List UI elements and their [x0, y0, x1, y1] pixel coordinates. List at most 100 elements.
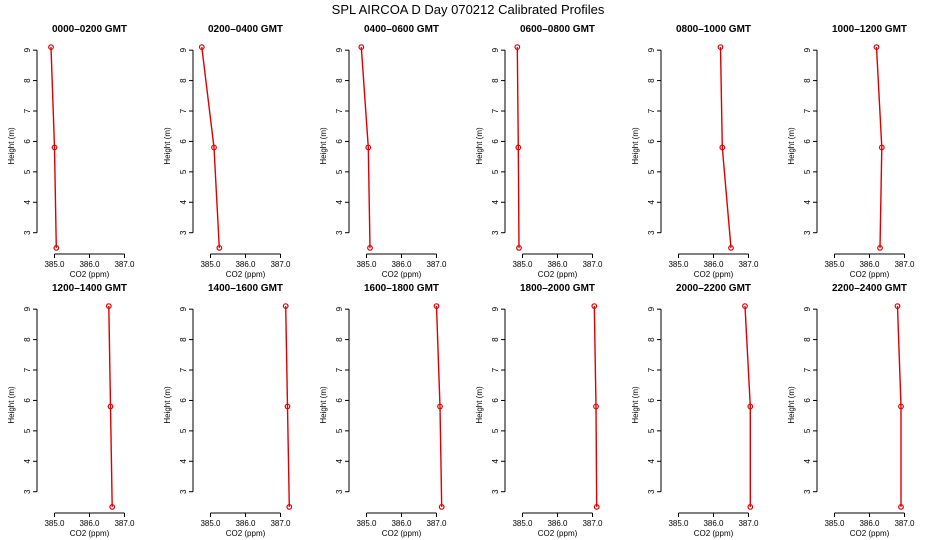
- profile-point: [593, 403, 599, 410]
- figure-title: SPL AIRCOA D Day 070212 Calibrated Profi…: [332, 2, 605, 17]
- y-tick-label: 4: [647, 200, 656, 205]
- panel-title: 1800–2000 GMT: [520, 283, 595, 294]
- x-tick-label: 387.0: [894, 519, 915, 528]
- profile-line: [285, 306, 290, 507]
- y-tick-label: 4: [335, 200, 344, 205]
- y-tick-label: 7: [803, 108, 812, 113]
- profile-panel: 2200–2400 GMT 385.0 386.0 387.0 CO2 (ppm) 3 4 5…: [787, 283, 915, 538]
- y-tick-label: 4: [491, 200, 500, 205]
- y-tick-label: 3: [335, 489, 344, 494]
- profile-point: [358, 44, 365, 50]
- y-tick-label: 5: [23, 169, 32, 174]
- profile-point: [877, 244, 883, 251]
- y-tick-label: 3: [23, 489, 32, 494]
- y-tick-label: 3: [647, 230, 656, 235]
- x-tick-label: 387.0: [114, 519, 135, 528]
- x-tick-label: 386.0: [859, 260, 880, 269]
- profile-point: [514, 44, 521, 50]
- y-tick-label: 8: [491, 337, 500, 342]
- profile-point: [591, 303, 598, 310]
- x-axis-label: CO2 (ppm): [538, 270, 578, 279]
- y-tick-label: 4: [803, 459, 812, 464]
- x-tick-label: 387.0: [582, 519, 603, 528]
- y-tick-label: 7: [335, 367, 344, 372]
- profile-point: [438, 504, 445, 510]
- y-tick-label: 8: [179, 78, 188, 83]
- y-tick-label: 5: [803, 428, 812, 433]
- profile-point: [873, 44, 880, 50]
- profile-point: [516, 244, 522, 251]
- x-tick-label: 386.0: [859, 519, 880, 528]
- x-tick-label: 385.0: [356, 260, 377, 269]
- panel-title: 1200–1400 GMT: [52, 283, 127, 294]
- profile-line: [50, 47, 57, 248]
- x-tick-label: 387.0: [270, 260, 291, 269]
- x-tick-label: 387.0: [270, 519, 291, 528]
- x-tick-label: 386.0: [79, 519, 100, 528]
- y-tick-label: 9: [647, 306, 656, 311]
- profile-point: [747, 504, 754, 510]
- panel-grid: 0000–0200 GMT 385.0 386.0 387.0 CO2 (ppm) 3 4 5…: [7, 24, 915, 538]
- y-tick-label: 3: [803, 489, 812, 494]
- profile-panel: 1400–1600 GMT 385.0 386.0 387.0 CO2 (ppm) 3 4 5…: [163, 283, 293, 538]
- profile-point: [211, 144, 217, 151]
- x-tick-label: 386.0: [235, 260, 256, 269]
- profile-panel: 0000–0200 GMT 385.0 386.0 387.0 CO2 (ppm) 3 4 5…: [7, 24, 135, 279]
- panel-title: 0600–0800 GMT: [520, 24, 595, 35]
- y-tick-label: 7: [179, 367, 188, 372]
- y-tick-label: 4: [491, 459, 500, 464]
- y-tick-label: 9: [179, 47, 188, 52]
- y-tick-label: 8: [647, 337, 656, 342]
- y-tick-label: 6: [647, 398, 656, 403]
- x-axis-label: CO2 (ppm): [850, 529, 890, 538]
- y-tick-label: 9: [491, 47, 500, 52]
- x-tick-label: 386.0: [703, 260, 724, 269]
- profile-line: [719, 47, 732, 248]
- y-tick-label: 6: [335, 398, 344, 403]
- profile-point: [728, 244, 734, 251]
- profile-panel: 0400–0600 GMT 385.0 386.0 387.0 CO2 (ppm) 3 4 5…: [319, 24, 447, 279]
- y-tick-label: 8: [803, 337, 812, 342]
- y-tick-label: 4: [179, 459, 188, 464]
- y-axis-label: Height (m): [475, 386, 484, 424]
- profile-panel: 1800–2000 GMT 385.0 386.0 387.0 CO2 (ppm) 3 4 5…: [475, 283, 603, 538]
- y-tick-label: 8: [23, 78, 32, 83]
- x-tick-label: 387.0: [426, 519, 447, 528]
- profile-point: [437, 403, 443, 410]
- x-tick-label: 385.0: [44, 260, 65, 269]
- y-tick-label: 3: [491, 489, 500, 494]
- y-tick-label: 5: [803, 169, 812, 174]
- profile-point: [898, 504, 904, 510]
- y-tick-label: 9: [803, 306, 812, 311]
- profile-point: [367, 244, 373, 251]
- x-tick-label: 385.0: [668, 260, 689, 269]
- x-tick-label: 385.0: [356, 519, 377, 528]
- y-tick-label: 9: [491, 306, 500, 311]
- x-tick-label: 387.0: [738, 519, 759, 528]
- x-axis-label: CO2 (ppm): [538, 529, 578, 538]
- y-tick-label: 6: [23, 398, 32, 403]
- panel-title: 1400–1600 GMT: [208, 283, 283, 294]
- y-tick-label: 7: [491, 367, 500, 372]
- x-tick-label: 385.0: [512, 519, 533, 528]
- profile-point: [894, 303, 901, 310]
- profile-point: [286, 504, 293, 510]
- y-tick-label: 7: [179, 108, 188, 113]
- y-tick-label: 6: [803, 398, 812, 403]
- profile-point: [48, 44, 54, 50]
- panel-title: 0000–0200 GMT: [52, 24, 127, 35]
- y-tick-label: 3: [179, 230, 188, 235]
- y-axis-label: Height (m): [319, 127, 328, 165]
- profile-panel: 0600–0800 GMT 385.0 386.0 387.0 CO2 (ppm) 3 4 5…: [475, 24, 603, 279]
- profile-point: [593, 504, 600, 510]
- profile-line: [516, 47, 520, 248]
- x-tick-label: 387.0: [738, 260, 759, 269]
- y-tick-label: 7: [23, 367, 32, 372]
- y-axis-label: Height (m): [631, 127, 640, 165]
- x-tick-label: 387.0: [114, 260, 135, 269]
- profile-point: [515, 144, 522, 151]
- panel-title: 2200–2400 GMT: [832, 283, 907, 294]
- profile-panel: 0200–0400 GMT 385.0 386.0 387.0 CO2 (ppm) 3 4 5…: [163, 24, 291, 279]
- y-tick-label: 4: [23, 200, 32, 205]
